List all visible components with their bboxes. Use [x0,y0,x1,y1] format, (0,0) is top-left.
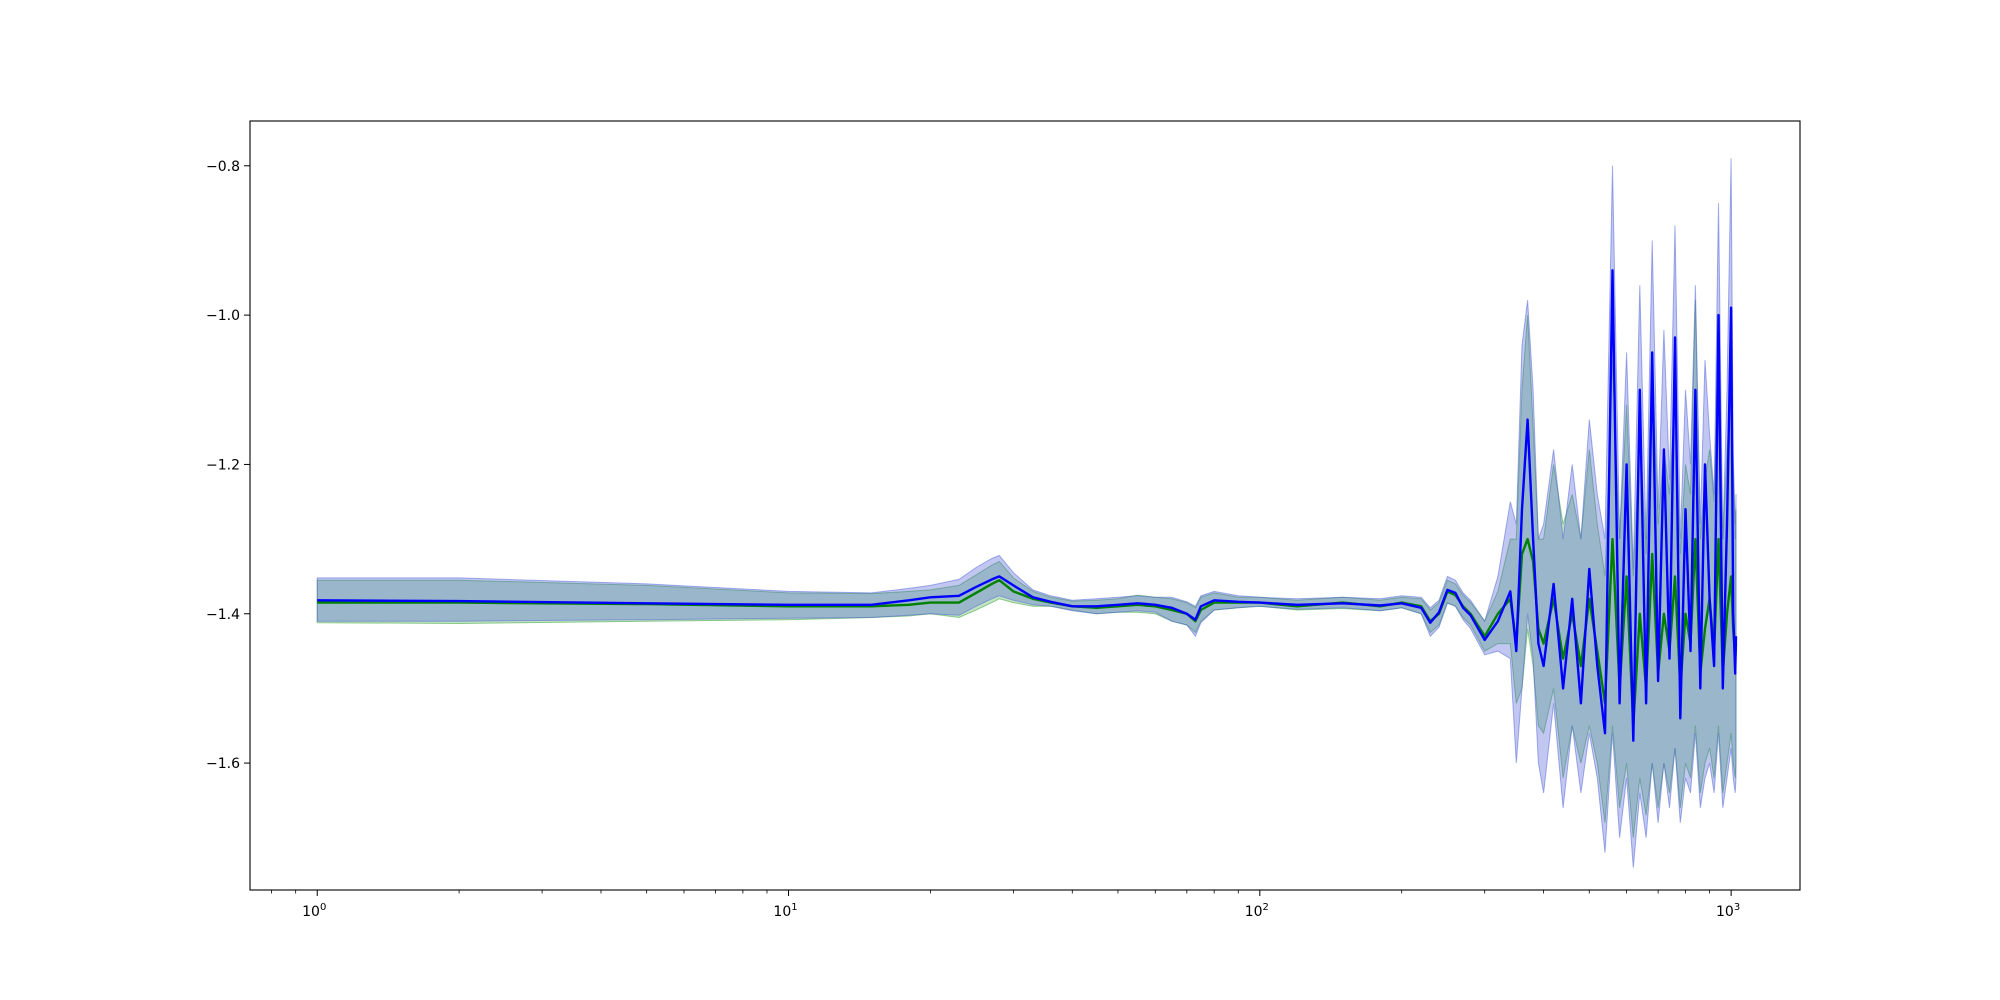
x-tick-label: 101 [773,902,797,920]
x-tick-label: 102 [1245,902,1269,920]
y-tick-label: −0.8 [206,159,240,175]
y-tick-label: −1.6 [206,756,240,772]
plot-frame [249,120,1801,891]
y-axis: −0.8 −1.0 −1.2 −1.4 −1.6 [206,159,250,772]
y-tick-label: −1.2 [206,457,240,473]
x-tick-label: 100 [302,902,326,920]
series-2-confidence-band [316,158,1737,868]
y-tick-label: −1.4 [206,607,240,623]
y-tick-label: −1.0 [206,308,240,324]
x-axis: 100 101 102 103 [271,890,1740,920]
x-tick-label: 103 [1716,902,1740,920]
series-layer [316,158,1738,868]
series-2-line [317,269,1738,742]
